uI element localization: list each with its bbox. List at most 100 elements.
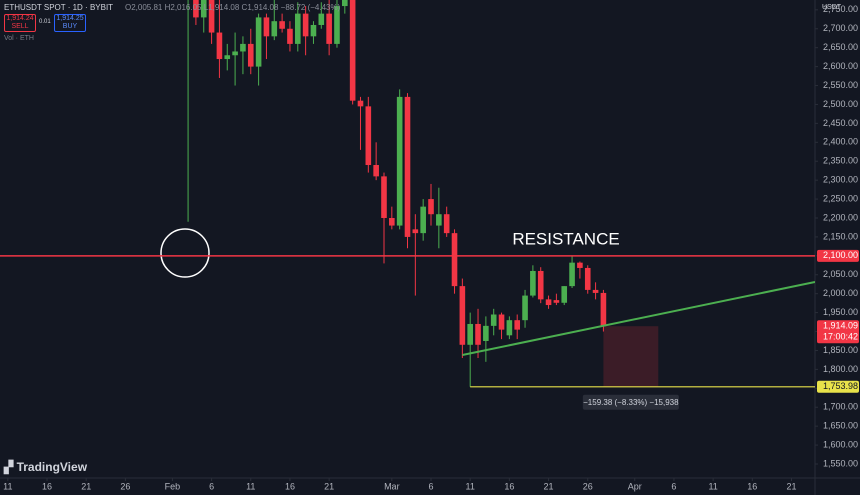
x-tick-label: 21 — [324, 481, 334, 491]
highlight-circle — [160, 228, 210, 278]
candle-body — [584, 267, 591, 290]
candle-body — [349, 0, 356, 101]
x-tick-label: 21 — [81, 481, 91, 491]
y-tick-label: 1,600.00 — [823, 439, 858, 449]
candle-body — [569, 262, 575, 287]
candle-body — [420, 206, 426, 234]
candle-body — [208, 0, 215, 33]
candle-body — [530, 270, 536, 296]
y-tick-label: 2,400.00 — [823, 137, 858, 147]
candle-body — [263, 17, 270, 37]
x-tick-label: 11 — [246, 481, 255, 491]
candle-body — [247, 43, 254, 67]
x-tick-label: 16 — [285, 481, 295, 491]
candle-body — [506, 320, 513, 336]
candle-body — [224, 55, 231, 60]
y-tick-label: 2,600.00 — [823, 61, 858, 71]
candle-body — [514, 320, 521, 330]
resistance-label: 2,100.00 — [823, 250, 858, 260]
candle-body — [334, 6, 340, 44]
trendline — [462, 280, 815, 356]
candle-body — [490, 314, 497, 326]
y-tick-label: 2,200.00 — [823, 212, 858, 222]
x-tick-label: 26 — [120, 481, 130, 491]
y-tick-label: 2,300.00 — [823, 175, 858, 185]
symbol: ETHUSDT SPOT · 1D · BYBIT — [4, 3, 114, 12]
resistance-tag — [817, 249, 859, 262]
y-tick-label: 1,850.00 — [823, 345, 858, 355]
brand: TradingView — [16, 460, 88, 474]
y-tick-label: 2,000.00 — [823, 288, 858, 298]
y-tick-label: 2,250.00 — [823, 193, 858, 203]
ohlc-readout: O2,005.81 H2,016.05 L1,914.08 C1,914.08 … — [125, 3, 341, 12]
y-tick-label: 2,650.00 — [823, 42, 858, 52]
x-tick-label: 11 — [3, 481, 12, 491]
candle-body — [381, 176, 387, 218]
x-tick-label: 6 — [429, 481, 434, 491]
x-tick-label: 11 — [708, 481, 717, 491]
x-tick-label: Mar — [384, 481, 400, 491]
y-tick-label: 2,450.00 — [823, 118, 858, 128]
candle-body — [294, 13, 301, 44]
plot-area — [187, 0, 815, 387]
candle-body — [310, 24, 317, 37]
buy-label: BUY — [62, 23, 78, 30]
candle-body — [255, 17, 262, 67]
y-tick-label: 1,550.00 — [823, 458, 858, 468]
candle-body — [193, 0, 199, 18]
x-tick-label: 21 — [544, 481, 554, 491]
candle-body — [436, 214, 442, 226]
sell-label: SELL — [11, 23, 29, 30]
support-label: 1,753.98 — [823, 381, 858, 391]
candle-body — [200, 0, 207, 18]
resistance-text: RESISTANCE — [512, 229, 619, 248]
candle-body — [467, 323, 473, 345]
candle-body — [428, 199, 434, 215]
candle-body — [451, 233, 458, 287]
x-tick-label: 16 — [42, 481, 52, 491]
x-tick-label: 21 — [786, 481, 796, 491]
candle-body — [561, 286, 568, 303]
x-tick-label: 6 — [671, 481, 676, 491]
sell-price: 1,914.24 — [6, 15, 34, 22]
candle-body — [240, 43, 246, 52]
candle-body — [404, 96, 411, 237]
measure-label-bg — [582, 394, 679, 410]
candle-body — [389, 217, 395, 226]
last-price-tag — [817, 320, 859, 344]
y-tick-label: 2,150.00 — [823, 231, 858, 241]
buy-button[interactable]: 1,914.25 BUY — [54, 14, 86, 32]
candle-body — [577, 262, 583, 268]
candle-body — [357, 100, 364, 107]
y-tick-label: 1,700.00 — [823, 402, 858, 412]
candle-body — [396, 96, 403, 226]
candle-body — [522, 295, 528, 321]
candle-body — [279, 21, 285, 29]
last-price-label: 1,914.09 — [823, 321, 858, 331]
candle-body — [592, 289, 599, 293]
candle-body — [232, 51, 238, 56]
y-tick-label: 2,050.00 — [823, 269, 858, 279]
countdown: 17:00:42 — [823, 332, 858, 342]
x-tick-label: 26 — [583, 481, 593, 491]
y-tick-label: 2,750.00 — [823, 4, 858, 14]
sell-button[interactable]: 1,914.24 SELL — [4, 14, 36, 32]
support-tag — [817, 380, 859, 393]
x-tick-label: 16 — [504, 481, 514, 491]
buy-price: 1,914.25 — [56, 15, 84, 22]
x-tick-label: 6 — [209, 481, 214, 491]
candle-body — [318, 13, 325, 25]
volume-legend: Vol · ETH — [4, 35, 34, 42]
candle-body — [459, 286, 466, 345]
x-tick-label: 16 — [747, 481, 757, 491]
candle-body — [365, 106, 372, 166]
candle-body — [302, 13, 309, 37]
x-tick-label: Apr — [628, 481, 642, 491]
candle-body — [483, 325, 489, 341]
spread: 0.01 — [39, 19, 51, 25]
y-tick-label: 1,650.00 — [823, 421, 858, 431]
candle-body — [216, 32, 223, 60]
y-tick-label: 1,800.00 — [823, 364, 858, 374]
